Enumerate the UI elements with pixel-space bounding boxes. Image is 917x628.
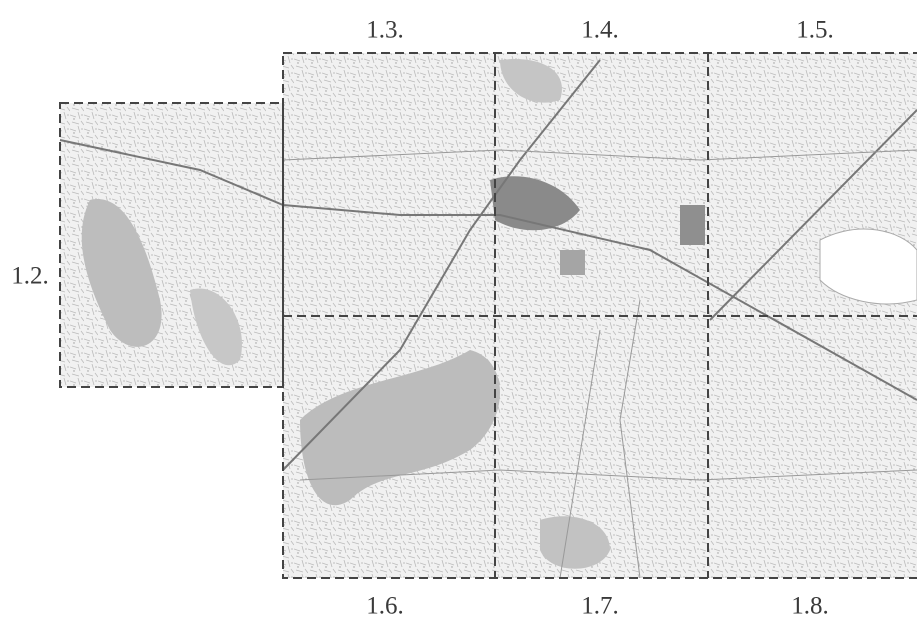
tile-label: 1.5. — [796, 17, 834, 44]
town — [490, 176, 580, 231]
forest — [540, 516, 610, 569]
tile-label: 1.4. — [581, 17, 619, 44]
road — [282, 149, 917, 161]
road — [559, 329, 601, 579]
tile-label: 1.8. — [791, 593, 829, 620]
road — [59, 139, 917, 401]
road — [709, 109, 917, 321]
town — [680, 205, 705, 245]
river-area — [819, 228, 917, 305]
tile-label: 1.6. — [366, 593, 404, 620]
forest — [81, 199, 162, 347]
forest — [300, 350, 500, 506]
tile-labels: 1.2. 1.3. 1.4. 1.5. 1.6. 1.7. 1.8. — [11, 17, 834, 620]
road — [299, 469, 917, 481]
tile-borders — [59, 52, 917, 579]
tile-label: 1.7. — [581, 593, 619, 620]
forest — [500, 59, 562, 103]
forest — [190, 288, 242, 366]
town — [560, 250, 585, 275]
tile-label: 1.3. — [366, 17, 404, 44]
road — [619, 299, 641, 579]
tile-label: 1.2. — [11, 263, 49, 290]
road — [282, 59, 601, 471]
